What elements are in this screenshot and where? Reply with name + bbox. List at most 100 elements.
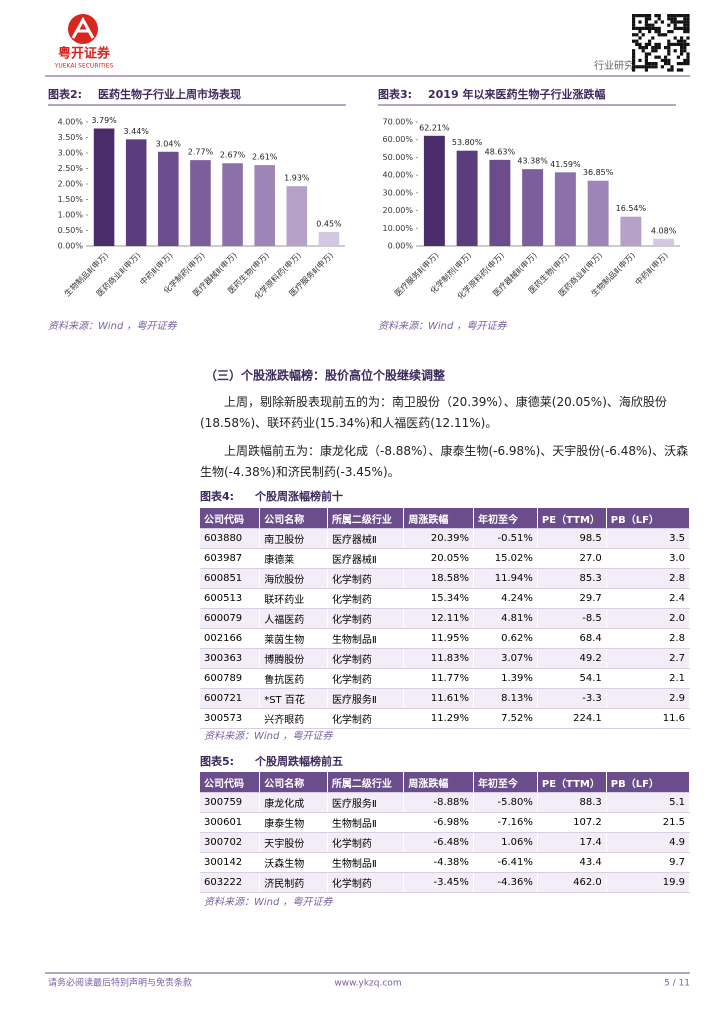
qr-cell (651, 49, 655, 53)
qr-cell (641, 65, 645, 69)
table-cell: 沃森生物 (259, 852, 328, 873)
qr-cell (660, 65, 664, 69)
qr-cell (657, 46, 661, 50)
table-title: 个股周涨幅榜前十 (255, 490, 343, 503)
qr-cell (686, 36, 690, 40)
table-cell: -5.80% (473, 792, 538, 813)
qr-cell (651, 62, 655, 66)
value-label: 62.21% (419, 123, 450, 132)
table-cell: 11.83% (403, 648, 474, 669)
qr-cell (667, 23, 671, 27)
table-cell: -3.45% (403, 872, 474, 893)
qr-cell (673, 23, 677, 27)
table-cell: 2.7 (606, 648, 691, 669)
table-cell: 603987 (200, 548, 261, 569)
table-cell: 7.52% (473, 708, 538, 729)
qr-cell (644, 68, 648, 72)
qr-cell (638, 26, 642, 30)
qr-cell (638, 58, 642, 62)
value-label: 36.85% (583, 168, 614, 177)
qr-cell (670, 65, 674, 69)
qr-cell (660, 33, 664, 37)
qr-cell (632, 23, 636, 27)
chart-title: 医药生物子行业上周市场表现 (98, 87, 241, 101)
table-cell: 600079 (200, 608, 261, 629)
table-cell: 5.1 (606, 792, 691, 813)
table-cell: 1.39% (473, 668, 538, 689)
qr-cell (664, 58, 668, 62)
table-cell: 济民制药 (259, 872, 328, 893)
table-cell: 3.5 (606, 528, 691, 549)
qr-cell (654, 42, 658, 46)
qr-cell (673, 42, 677, 46)
value-label: 2.77% (188, 148, 214, 157)
qr-cell (683, 42, 687, 46)
qr-cell (641, 33, 645, 37)
y-tick-label: 60.00% (382, 135, 413, 144)
qr-cell (683, 46, 687, 50)
bar (489, 159, 511, 246)
y-tick-label: 20.00% (382, 206, 413, 215)
qr-cell (680, 68, 684, 72)
header-cell: PB（LF） (606, 772, 691, 793)
qr-cell (638, 46, 642, 50)
bar (93, 128, 115, 246)
value-label: 0.45% (316, 220, 342, 229)
header-cell: 公司代码 (200, 508, 261, 529)
bar (653, 238, 675, 246)
table-row: 600513 联环药业 化学制药 15.34% 4.24% 29.7 2.4 (200, 588, 691, 609)
table-cell: -8.88% (403, 792, 474, 813)
table-cell: 医疗服务Ⅱ (327, 688, 405, 709)
qr-cell (667, 52, 671, 56)
bar (190, 160, 211, 246)
table-cell: 54.1 (537, 668, 607, 689)
table-cell: 化学制药 (327, 832, 405, 853)
qr-cell (676, 14, 680, 18)
y-tick-label: 0.00% (58, 242, 84, 251)
bar (554, 172, 576, 246)
table-cell: 3.0 (606, 548, 691, 569)
table-cell: 300601 (200, 812, 261, 833)
qr-cell (641, 49, 645, 53)
qr-cell (651, 36, 655, 40)
qr-cell (676, 62, 680, 66)
qr-cell (632, 65, 636, 69)
qr-cell (635, 33, 639, 37)
table-cell: 68.4 (537, 628, 607, 649)
table-cell: 11.95% (403, 628, 474, 649)
qr-cell (635, 42, 639, 46)
table-row: 603987 康德莱 医疗器械Ⅱ 20.05% 15.02% 27.0 3.0 (200, 548, 691, 569)
table-cell: 2.0 (606, 608, 691, 629)
bar (620, 216, 642, 246)
table-cell: 21.5 (606, 812, 691, 833)
qr-cell (686, 26, 690, 30)
table-title: 个股周跌幅榜前五 (255, 755, 343, 768)
table-cell: 康龙化成 (259, 792, 328, 813)
qr-cell (686, 30, 690, 34)
qr-cell (664, 33, 668, 37)
qr-cell (638, 14, 642, 18)
qr-cell (644, 26, 648, 30)
table-cell: 85.3 (537, 568, 607, 589)
qr-cell (667, 68, 671, 72)
value-label: 41.59% (550, 160, 581, 169)
qr-cell (670, 14, 674, 18)
y-tick-label: 4.00% (58, 118, 84, 127)
header-cell: PE（TTM） (537, 508, 607, 529)
qr-cell (635, 39, 639, 43)
qr-cell (654, 26, 658, 30)
qr-cell (673, 26, 677, 30)
table-cell: 4.24% (473, 588, 538, 609)
qr-cell (644, 65, 648, 69)
qr-cell (632, 62, 636, 66)
qr-cell (632, 14, 636, 18)
table-cell: 18.58% (403, 568, 474, 589)
qr-cell (641, 46, 645, 50)
table-cell: 2.4 (606, 588, 691, 609)
header-cell: 年初至今 (473, 508, 538, 529)
qr-cell (648, 30, 652, 34)
qr-cell (654, 46, 658, 50)
qr-cell (654, 65, 658, 69)
table-cell: 化学制药 (327, 588, 405, 609)
table-cell: 化学制药 (327, 708, 405, 729)
